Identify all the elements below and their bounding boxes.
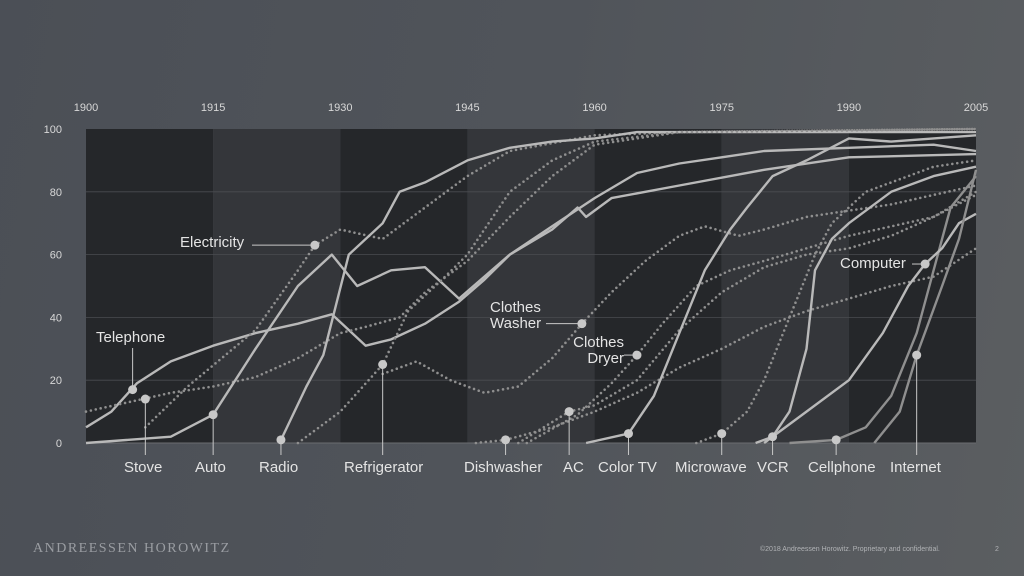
period-band: [594, 129, 722, 443]
label-color-tv: Color TV: [598, 459, 657, 476]
label-auto: Auto: [195, 459, 226, 476]
series-line-color-tv: [585, 134, 977, 445]
series-line-clothes-washer: [381, 184, 978, 395]
marker-ac: [564, 407, 574, 417]
marker-microwave: [717, 429, 727, 439]
period-band: [213, 129, 341, 443]
marker-radio: [276, 435, 286, 445]
label-radio: Radio: [259, 459, 299, 476]
marker-clothes-dryer: [632, 350, 642, 360]
label-ac: AC: [563, 459, 584, 476]
y-tick-label: 80: [50, 187, 62, 199]
marker-color-tv: [623, 429, 633, 439]
marker-telephone: [128, 385, 138, 395]
series-line-dishwasher: [474, 247, 978, 445]
series-line-auto: [85, 152, 977, 445]
marker-refrigerator: [378, 360, 388, 369]
x-tick-label: 1945: [455, 102, 479, 114]
y-tick-label: 20: [50, 375, 62, 387]
period-band: [86, 129, 214, 443]
period-band: [467, 129, 595, 443]
series-line-electricity: [144, 127, 978, 429]
x-tick-label: 1975: [709, 102, 733, 114]
label-electricity: Electricity: [180, 234, 245, 251]
series-line-internet: [873, 169, 978, 444]
label-stove: Stove: [124, 459, 163, 476]
marker-computer: [920, 259, 930, 269]
label-dishwasher: Dishwasher: [464, 459, 543, 476]
period-band: [848, 129, 976, 443]
x-tick-label: 2005: [964, 102, 988, 114]
brand-logo: ANDREESSEN HOROWITZ: [33, 541, 231, 556]
label-clothes-dryer: Clothes Dryer: [573, 334, 624, 367]
x-tick-label: 1915: [201, 102, 225, 114]
series-line-telephone: [85, 143, 977, 429]
series-line-clothes-dryer: [525, 190, 978, 445]
series-line-refrigerator: [296, 127, 978, 445]
series-line-microwave: [695, 159, 978, 445]
copyright-text: ©2018 Andreessen Horowitz. Proprietary a…: [760, 546, 940, 553]
series-line-computer: [763, 212, 977, 444]
label-clothes-washer: Clothes Washer: [490, 299, 542, 332]
marker-electricity: [310, 240, 320, 250]
marker-stove: [140, 394, 150, 404]
x-tick-label: 1900: [74, 102, 98, 114]
x-tick-label: 1930: [328, 102, 352, 114]
label-vcr: VCR: [757, 459, 789, 476]
period-band: [721, 129, 849, 443]
marker-vcr: [768, 432, 778, 442]
label-cellphone: Cellphone: [808, 459, 876, 476]
marker-clothes-washer: [577, 319, 587, 329]
marker-dishwasher: [501, 435, 511, 445]
label-computer: Computer: [840, 255, 906, 272]
y-tick-label: 40: [50, 312, 62, 324]
label-microwave: Microwave: [675, 459, 747, 476]
series-line-radio: [279, 130, 976, 441]
page-number: 2: [995, 546, 999, 553]
marker-cellphone: [831, 435, 841, 445]
series-line-stove: [84, 127, 978, 413]
y-tick-label: 100: [44, 124, 62, 136]
label-internet: Internet: [890, 459, 941, 476]
label-refrigerator: Refrigerator: [344, 459, 424, 476]
y-tick-label: 60: [50, 250, 62, 262]
series-line-vcr: [755, 165, 977, 445]
series-line-ac: [517, 193, 978, 445]
marker-internet: [912, 350, 922, 360]
marker-auto: [208, 410, 218, 420]
x-tick-label: 1990: [837, 102, 861, 114]
label-telephone: Telephone: [96, 329, 166, 346]
series-line-cellphone: [789, 175, 977, 445]
y-tick-label: 0: [56, 438, 62, 450]
x-tick-label: 1960: [582, 102, 606, 114]
